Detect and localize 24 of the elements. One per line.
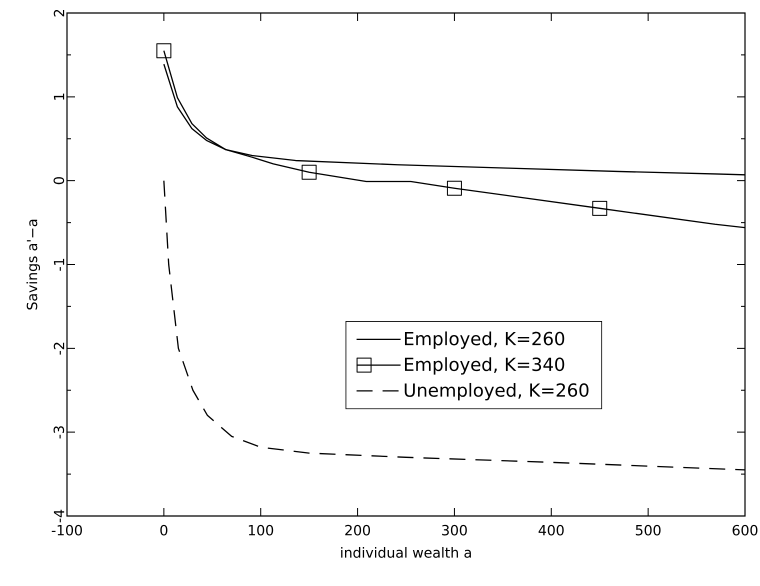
legend-label: Employed, K=340 bbox=[404, 357, 564, 375]
y-tick-label: -4 bbox=[54, 510, 64, 522]
legend-label: Unemployed, K=260 bbox=[404, 382, 588, 400]
point bbox=[446, 180, 462, 196]
x-tick-label: 500 bbox=[636, 524, 661, 536]
x-tick-label: 0 bbox=[160, 524, 168, 536]
x-tick-label: 100 bbox=[248, 524, 274, 536]
point bbox=[302, 164, 317, 180]
point bbox=[592, 200, 608, 216]
x-tick-label: 400 bbox=[538, 524, 564, 536]
x-axis-title: individual wealth a bbox=[341, 546, 471, 558]
y-tick-label: 0 bbox=[54, 177, 64, 184]
y-tick-label: 1 bbox=[54, 94, 64, 100]
x-tick-label: 200 bbox=[345, 524, 370, 536]
legend-label: Employed, K=260 bbox=[404, 331, 564, 349]
y-tick-label: -1 bbox=[54, 258, 64, 271]
x-tick-label: 600 bbox=[732, 524, 758, 536]
y-tick-label: -2 bbox=[54, 342, 64, 355]
y-axis-title: Savings a'−a bbox=[26, 220, 40, 310]
x-tick-label: 300 bbox=[442, 524, 467, 536]
y-tick-label: 2 bbox=[54, 10, 64, 16]
point bbox=[156, 43, 172, 58]
x-tick-label: -100 bbox=[52, 524, 82, 536]
y-tick-label: -3 bbox=[54, 426, 64, 438]
